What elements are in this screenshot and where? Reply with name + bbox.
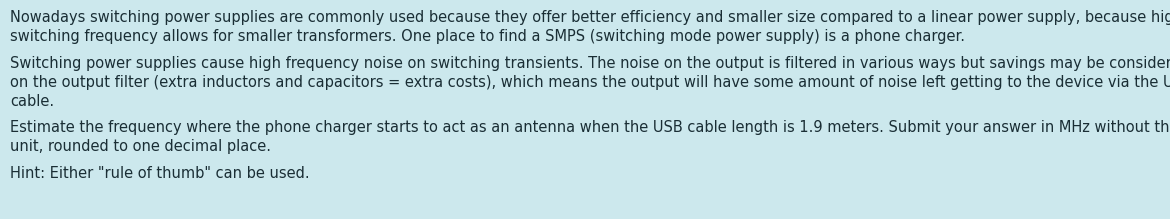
Text: Switching power supplies cause high frequency noise on switching transients. The: Switching power supplies cause high freq… xyxy=(11,56,1170,110)
Text: Estimate the frequency where the phone charger starts to act as an antenna when : Estimate the frequency where the phone c… xyxy=(11,120,1170,154)
Text: Nowadays switching power supplies are commonly used because they offer better ef: Nowadays switching power supplies are co… xyxy=(11,10,1170,44)
Text: Hint: Either "rule of thumb" can be used.: Hint: Either "rule of thumb" can be used… xyxy=(11,166,310,181)
